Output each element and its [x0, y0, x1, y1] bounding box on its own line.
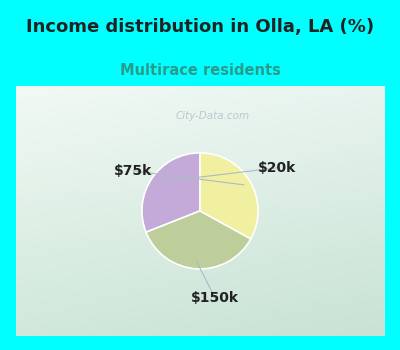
Text: $150k: $150k [191, 291, 239, 305]
Wedge shape [146, 211, 251, 269]
Text: $75k: $75k [114, 164, 152, 178]
Text: Multirace residents: Multirace residents [120, 63, 280, 78]
Text: $20k: $20k [258, 161, 296, 175]
Text: Income distribution in Olla, LA (%): Income distribution in Olla, LA (%) [26, 19, 374, 36]
Text: City-Data.com: City-Data.com [176, 111, 250, 121]
Wedge shape [200, 153, 258, 239]
Wedge shape [142, 153, 200, 232]
